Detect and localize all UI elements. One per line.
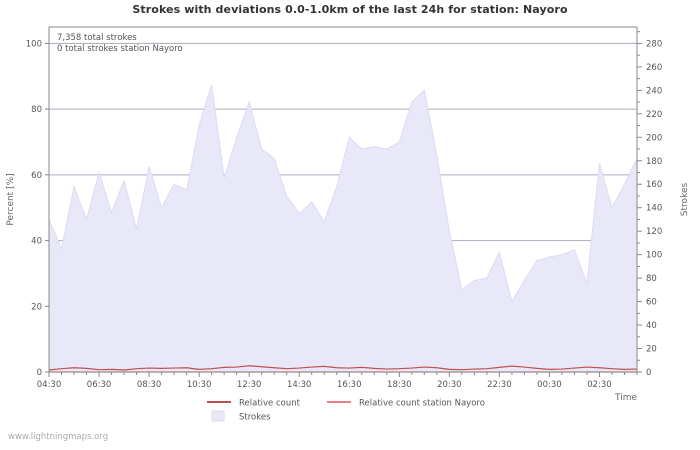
area-series-strokes-outline <box>48 84 638 303</box>
xtick-label: 02:30 <box>587 380 612 390</box>
ytick-label-right: 140 <box>646 204 662 214</box>
annotation-station-strokes: 0 total strokes station Nayoro <box>57 44 183 54</box>
xtick-label: 22:30 <box>487 380 512 390</box>
ytick-label-left: 60 <box>31 171 42 181</box>
footer-attribution: www.lightningmaps.org <box>8 432 109 442</box>
xtick-label: 20:30 <box>437 380 462 390</box>
legend-marker-swatch <box>211 410 225 422</box>
xtick-label: 10:30 <box>187 380 212 390</box>
ytick-label-left: 20 <box>31 302 42 312</box>
chart-title: Strokes with deviations 0.0-1.0km of the… <box>132 3 568 16</box>
ytick-label-right: 40 <box>646 321 657 331</box>
ytick-label-right: 120 <box>646 227 662 237</box>
legend-label: Strokes <box>239 413 271 423</box>
xtick-label: 14:30 <box>287 380 312 390</box>
xtick-label: 04:30 <box>37 380 62 390</box>
ytick-label-right: 220 <box>646 110 662 120</box>
ytick-label-left: 0 <box>37 368 42 378</box>
xtick-label: 12:30 <box>237 380 262 390</box>
area-series-strokes <box>49 84 637 372</box>
ytick-label-right: 160 <box>646 180 662 190</box>
ytick-label-right: 60 <box>646 298 657 308</box>
ytick-label-right: 280 <box>646 39 662 49</box>
xtick-label: 08:30 <box>137 380 162 390</box>
ytick-label-right: 80 <box>646 274 657 284</box>
ytick-label-left: 100 <box>26 39 42 49</box>
xtick-label: 16:30 <box>337 380 362 390</box>
legend-label: Relative count station Nayoro <box>359 399 485 409</box>
xtick-label: 00:30 <box>537 380 562 390</box>
ytick-label-right: 240 <box>646 86 662 96</box>
y-axis-title-left: Percent [%] <box>6 173 16 225</box>
xtick-label: 18:30 <box>387 380 412 390</box>
ytick-label-right: 20 <box>646 345 657 355</box>
y-axis-title-right: Strokes <box>680 183 690 217</box>
xtick-label: 06:30 <box>87 380 112 390</box>
ytick-label-right: 180 <box>646 157 662 167</box>
ytick-label-left: 40 <box>31 237 42 247</box>
ytick-label-right: 100 <box>646 251 662 261</box>
ytick-label-right: 260 <box>646 63 662 73</box>
line-series-relative-count <box>48 365 638 371</box>
ytick-label-right: 0 <box>646 368 651 378</box>
ytick-label-left: 80 <box>31 105 42 115</box>
legend-label: Relative count <box>239 399 301 409</box>
ytick-label-right: 200 <box>646 133 662 143</box>
x-axis-title: Time <box>614 393 637 403</box>
annotation-total-strokes: 7,358 total strokes <box>57 33 137 43</box>
